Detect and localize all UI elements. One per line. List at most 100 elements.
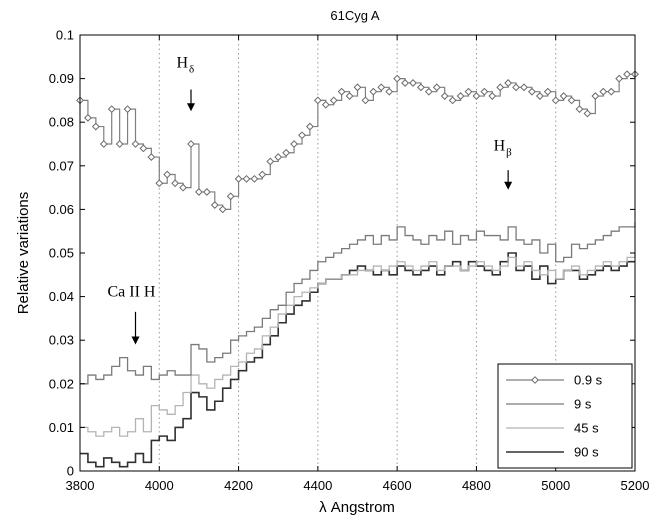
y-tick-label: 0 [67, 464, 74, 479]
data-point-marker [409, 79, 417, 87]
data-point-marker [401, 79, 409, 87]
data-point-marker [282, 148, 291, 157]
data-point-marker [393, 74, 402, 83]
data-point-marker [155, 179, 164, 188]
y-axis-label: Relative variations [15, 192, 32, 315]
series-line [80, 253, 636, 437]
data-point-marker [99, 140, 108, 148]
data-point-marker [480, 87, 489, 96]
x-tick-label: 3800 [66, 478, 95, 493]
data-point-marker [298, 131, 306, 140]
data-point-marker [84, 113, 92, 122]
data-point-marker [591, 92, 600, 100]
legend-entry: 45 s [506, 421, 599, 436]
data-point-marker [290, 140, 298, 148]
data-point-marker [615, 74, 624, 83]
data-point-marker [417, 83, 425, 92]
data-point-marker [464, 87, 473, 96]
x-tick-label: 4800 [462, 478, 491, 493]
data-point-marker [337, 87, 346, 96]
data-point-marker [258, 170, 267, 179]
y-tick-label: 0.06 [49, 202, 74, 217]
data-point-marker [623, 70, 631, 79]
x-tick-label: 4600 [383, 478, 412, 493]
data-point-marker [456, 92, 465, 100]
data-point-marker [202, 188, 211, 196]
y-tick-label: 0.01 [49, 420, 74, 435]
data-point-marker [131, 140, 140, 148]
legend-label: 0.9 s [574, 373, 603, 388]
data-point-marker [147, 153, 156, 161]
data-point-marker [274, 153, 283, 161]
series-90-s [80, 252, 635, 468]
x-tick-label: 5200 [621, 478, 650, 493]
legend-entry: 9 s [506, 397, 592, 412]
legend-box [497, 363, 633, 469]
data-point-marker [488, 92, 497, 100]
legend-entry: 90 s [506, 445, 599, 460]
y-tick-label: 0.05 [49, 246, 74, 261]
x-grid [158, 35, 557, 471]
x-tick-label: 4000 [145, 478, 174, 493]
legend-marker [531, 376, 539, 384]
data-point-marker [218, 205, 227, 214]
data-point-marker [91, 122, 100, 131]
data-point-marker [512, 83, 520, 92]
data-point-marker [377, 83, 386, 92]
annotation: Ca II H [108, 284, 156, 345]
data-point-marker [496, 83, 505, 92]
data-point-marker [432, 83, 441, 92]
data-point-marker [123, 105, 132, 114]
series-line [80, 222, 636, 385]
data-point-marker [575, 105, 584, 114]
series-line [80, 73, 635, 210]
data-point-marker [567, 96, 576, 105]
data-point-marker [139, 144, 148, 153]
data-point-marker [583, 109, 592, 118]
y-tick-label: 0.03 [49, 333, 74, 348]
data-point-marker [543, 87, 552, 96]
x-tick-label: 4200 [224, 478, 253, 493]
data-point-marker [448, 96, 457, 105]
data-point-marker [250, 174, 259, 183]
y-tick-label: 0.07 [49, 158, 74, 173]
x-axis-label: λ Angstrom [319, 499, 395, 516]
y-tick-label: 0.1 [56, 28, 74, 43]
data-point-marker [440, 92, 449, 100]
data-point-marker [107, 105, 116, 114]
annotation-label: H [176, 55, 188, 72]
data-point-marker [234, 174, 243, 183]
annotation-label: Ca II H [108, 284, 156, 301]
data-point-marker [607, 87, 616, 96]
data-point-marker [242, 174, 251, 183]
data-point-marker [520, 83, 528, 92]
legend-label: 45 s [574, 421, 599, 436]
data-point-marker [345, 92, 354, 100]
data-point-marker [559, 92, 568, 100]
data-point-marker [266, 157, 275, 166]
data-point-marker [551, 96, 560, 105]
legend-entry: 0.9 s [506, 373, 603, 388]
annotation-arrow-head [187, 103, 195, 112]
annotation-arrow-head [131, 336, 140, 345]
y-tick-label: 0.02 [49, 376, 74, 391]
y-axis-ticks: 0 0.01 0.02 0.03 0.04 0.05 0.06 0.07 0.08 0.09 0.1 [49, 28, 635, 479]
y-tick-label: 0.08 [49, 115, 74, 130]
y-tick-label: 0.04 [49, 289, 74, 304]
x-tick-label: 5000 [541, 478, 570, 493]
series-line [80, 252, 635, 468]
annotation-arrow-head [504, 181, 513, 190]
series-9-s [80, 222, 636, 385]
data-point-marker [187, 140, 195, 148]
legend-label: 9 s [574, 397, 592, 412]
series-0-9-s [76, 70, 639, 214]
annotation-subscript: β [506, 147, 512, 159]
data-point-marker [535, 92, 544, 100]
data-point-marker [226, 192, 235, 201]
y-tick-label: 0.09 [49, 71, 74, 86]
x-tick-label: 4400 [303, 478, 332, 493]
